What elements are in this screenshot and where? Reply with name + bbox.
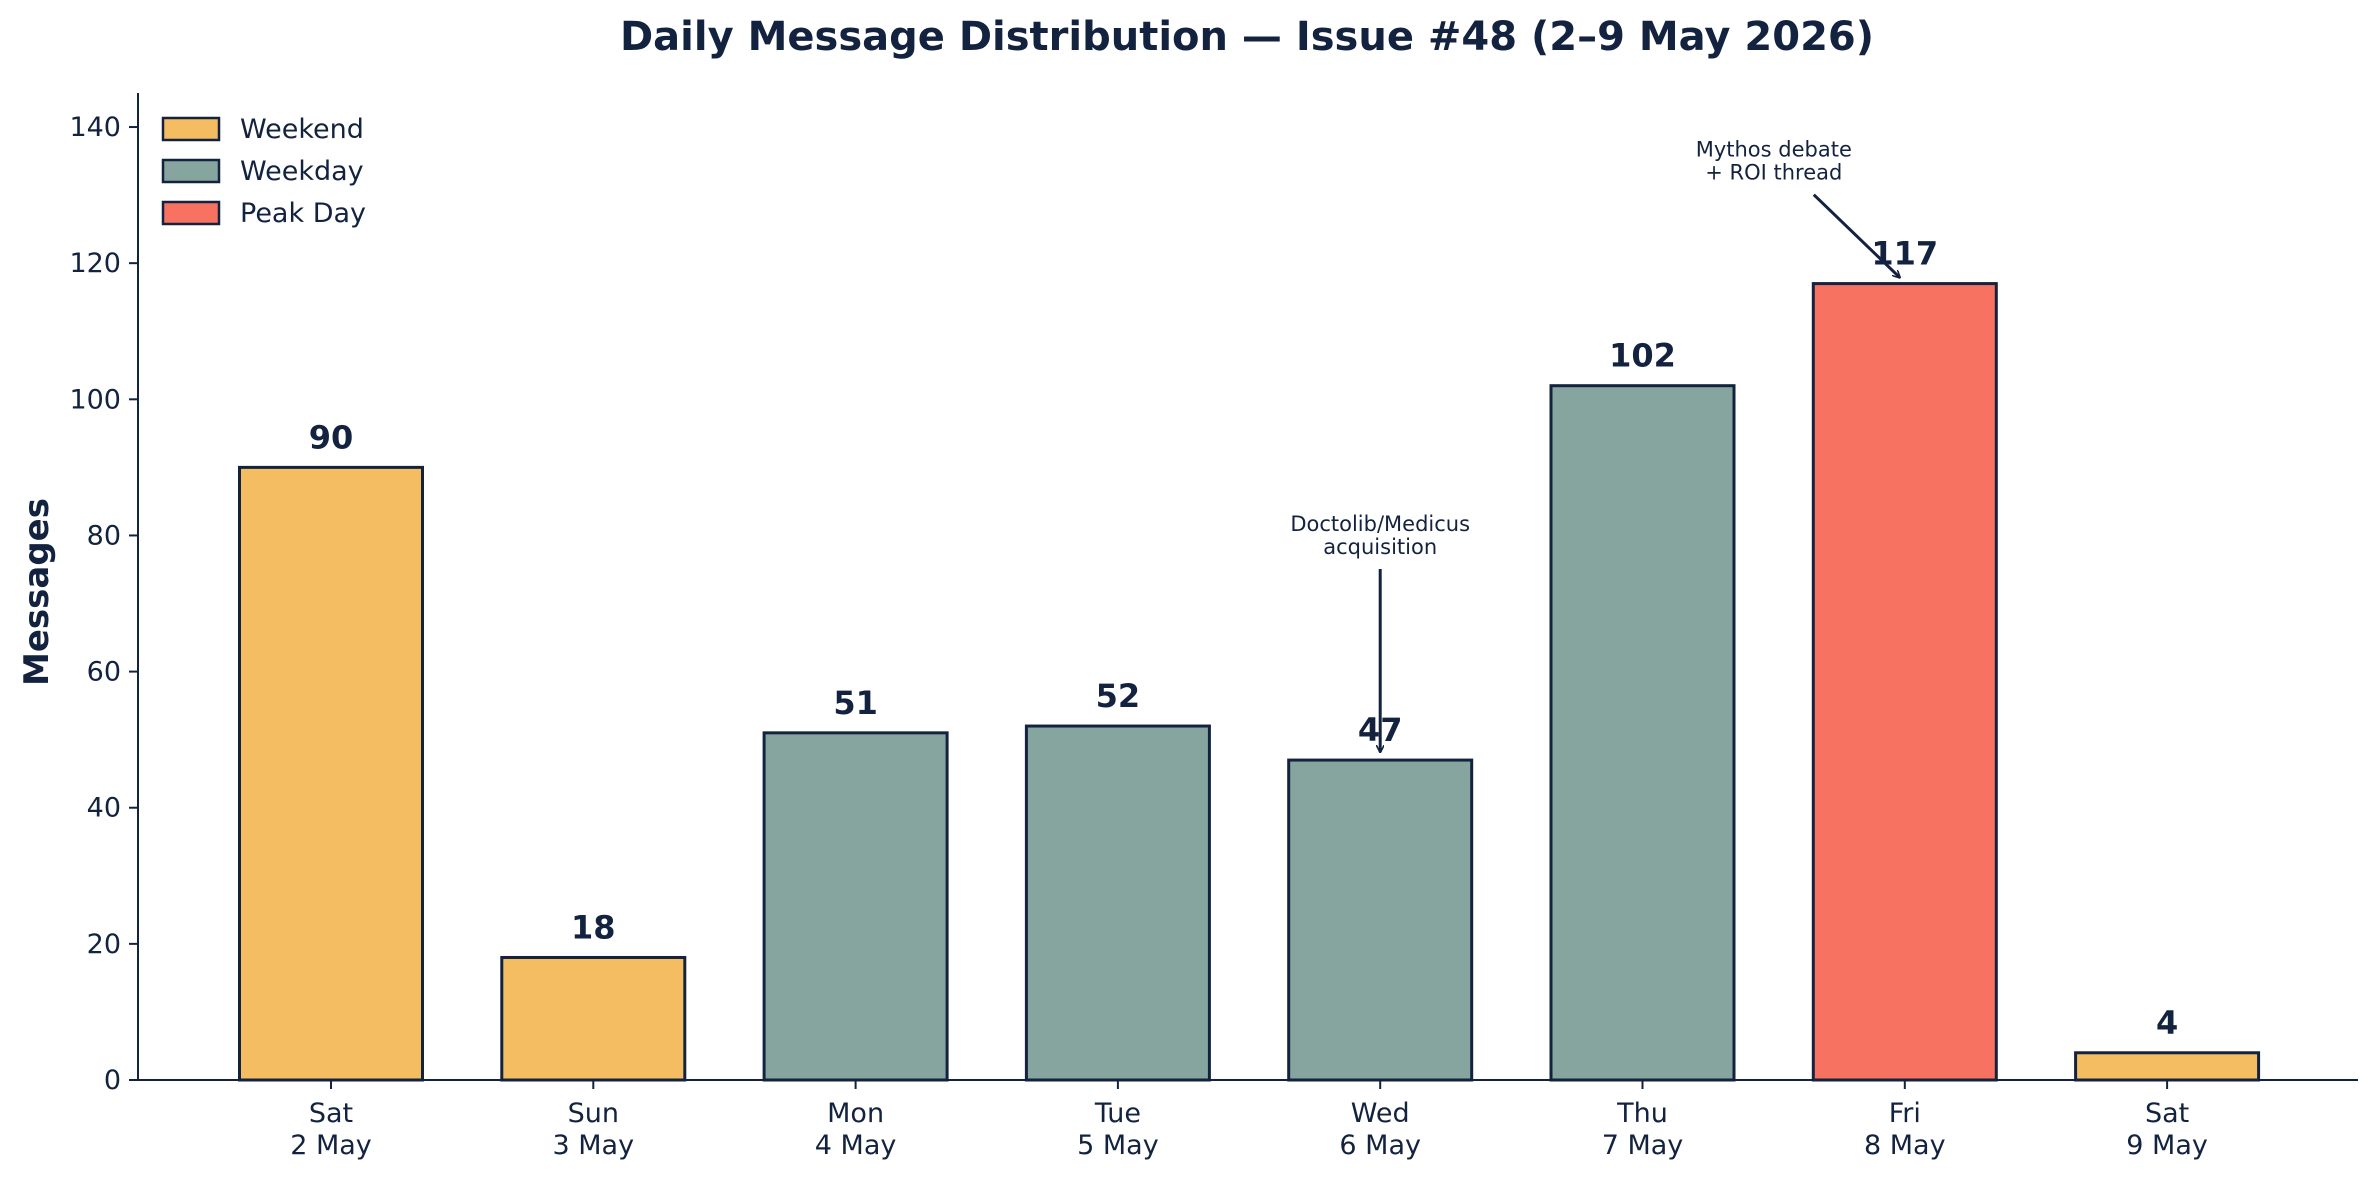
bar-7 — [2074, 1051, 2261, 1082]
x-tick-date: 9 May — [2126, 1130, 2208, 1161]
x-tick-day: Wed — [1351, 1098, 1410, 1129]
y-tick-label: 80 — [87, 520, 121, 551]
y-axis-label: Messages — [17, 498, 57, 686]
value-label: 18 — [571, 908, 616, 946]
value-label: 52 — [1096, 677, 1141, 715]
x-tick-day: Fri — [1889, 1098, 1921, 1129]
value-label: 117 — [1871, 235, 1938, 273]
y-tick-label: 140 — [69, 112, 121, 143]
x-tick-date: 7 May — [1602, 1130, 1684, 1161]
legend-label: Peak Day — [240, 198, 366, 229]
bar-3 — [1024, 724, 1211, 1082]
bar-6 — [1811, 282, 1998, 1082]
y-tick-label: 0 — [104, 1065, 121, 1096]
x-tick-day: Sun — [568, 1098, 619, 1129]
x-tick-date: 2 May — [290, 1130, 372, 1161]
annotation-text: Doctolib/Medicus — [1290, 512, 1470, 536]
bar-4 — [1287, 758, 1474, 1082]
y-tick-label: 120 — [69, 248, 121, 279]
annotation-text: + ROI thread — [1705, 161, 1842, 185]
annotation-text: acquisition — [1323, 535, 1437, 559]
x-tick-date: 5 May — [1077, 1130, 1159, 1161]
y-tick-label: 40 — [87, 793, 121, 824]
legend-label: Weekday — [240, 156, 364, 187]
value-label: 102 — [1609, 337, 1676, 375]
chart-title: Daily Message Distribution — Issue #48 (… — [620, 14, 1874, 60]
annotation-text: Mythos debate — [1696, 138, 1852, 162]
value-label: 4 — [2156, 1004, 2178, 1042]
x-tick-date: 4 May — [815, 1130, 897, 1161]
y-tick-label: 100 — [69, 384, 121, 415]
x-tick-date: 8 May — [1864, 1130, 1946, 1161]
legend: Weekend Weekday Peak Day — [161, 114, 366, 229]
value-label: 51 — [833, 684, 878, 722]
value-label: 90 — [309, 418, 354, 456]
x-tick-day: Thu — [1616, 1098, 1668, 1129]
annotation-arrow — [1812, 193, 1900, 278]
bar-0 — [238, 465, 424, 1082]
x-tick-date: 6 May — [1339, 1130, 1421, 1161]
bar-5 — [1549, 384, 1736, 1082]
y-tick-label: 60 — [87, 657, 121, 688]
annotation: Mythos debate+ ROI thread — [1696, 138, 1900, 278]
bar-2 — [762, 731, 949, 1082]
legend-swatch — [161, 158, 221, 184]
y-tick-label: 20 — [87, 929, 121, 960]
x-tick-day: Sat — [2145, 1098, 2189, 1129]
legend-swatch — [161, 200, 221, 226]
x-tick-day: Mon — [827, 1098, 884, 1129]
legend-label: Weekend — [240, 114, 364, 145]
bar-1 — [500, 955, 687, 1082]
x-tick-day: Sat — [309, 1098, 353, 1129]
x-tick-date: 3 May — [553, 1130, 635, 1161]
x-tick-day: Tue — [1094, 1098, 1141, 1129]
legend-swatch — [161, 116, 221, 142]
